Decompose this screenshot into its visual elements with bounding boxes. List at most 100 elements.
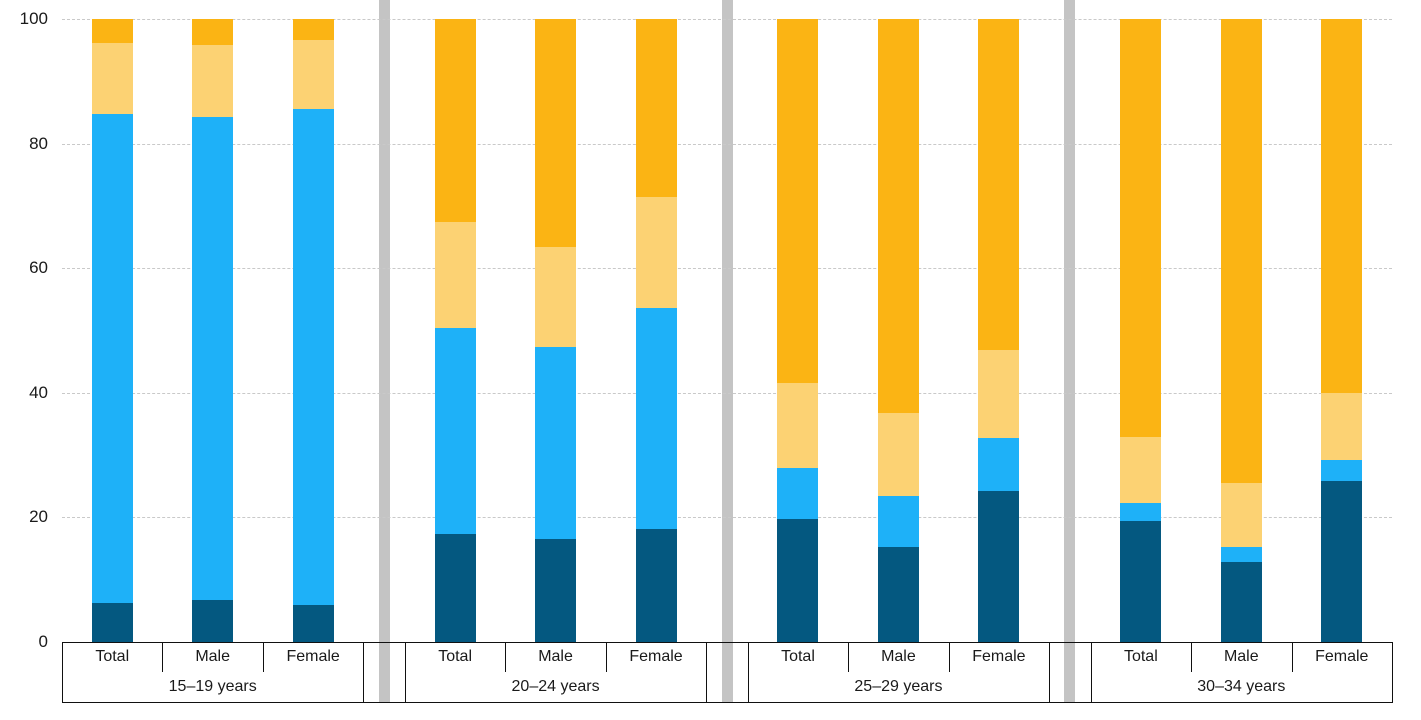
segment-1-dark-blue <box>192 600 234 642</box>
segment-3-light-orange <box>1120 437 1162 504</box>
segment-1-dark-blue <box>292 604 334 642</box>
segment-3-light-orange <box>192 45 234 117</box>
segment-2-light-blue <box>292 109 334 605</box>
segment-1-dark-blue <box>1321 481 1363 642</box>
table-border <box>747 642 749 702</box>
category-label: Female <box>629 648 683 665</box>
segment-1-dark-blue <box>1220 561 1262 642</box>
segment-4-orange <box>91 19 133 43</box>
category-label: Total <box>1123 648 1158 665</box>
category-label: Male <box>1223 648 1259 665</box>
group-separator <box>721 0 733 702</box>
table-border <box>62 642 63 702</box>
table-border <box>162 642 164 672</box>
category-label: Total <box>438 648 472 665</box>
bar <box>91 19 133 642</box>
gridline <box>62 143 1392 145</box>
segment-4-orange <box>877 19 919 414</box>
segment-2-light-blue <box>192 116 234 601</box>
segment-4-orange <box>635 19 677 198</box>
bar <box>635 19 677 642</box>
group-label: 25–29 years <box>854 678 943 695</box>
table-border <box>948 642 950 672</box>
segment-3-light-orange <box>434 222 476 329</box>
segment-3-light-orange <box>535 247 577 348</box>
y-tick-label: 0 <box>38 632 48 651</box>
segment-2-light-blue <box>434 328 476 535</box>
segment-1-dark-blue <box>91 603 133 642</box>
segment-3-light-orange <box>978 350 1020 439</box>
segment-2-light-blue <box>1321 460 1363 482</box>
category-label: Female <box>1315 648 1369 665</box>
table-border <box>363 642 365 702</box>
bar <box>434 19 476 642</box>
segment-4-orange <box>535 19 577 248</box>
table-border <box>1090 642 1092 702</box>
bar <box>777 19 819 642</box>
segment-1-dark-blue <box>877 547 919 642</box>
segment-1-dark-blue <box>978 490 1020 642</box>
segment-3-light-orange <box>1220 482 1262 547</box>
group-label: 15–19 years <box>168 678 257 695</box>
segment-2-light-blue <box>535 347 577 540</box>
table-border <box>1049 642 1051 702</box>
table-border <box>505 642 507 672</box>
bar <box>1220 19 1262 642</box>
group-label: 30–34 years <box>1197 678 1286 695</box>
bar <box>978 19 1020 642</box>
gridline <box>62 392 1392 394</box>
segment-3-light-orange <box>777 383 819 469</box>
category-label: Total <box>95 648 130 665</box>
segment-3-light-orange <box>91 42 133 115</box>
y-tick-label: 40 <box>29 382 48 402</box>
table-border <box>706 642 708 702</box>
group-separator <box>1064 0 1076 702</box>
category-label: Male <box>195 648 231 665</box>
x-axis-line <box>62 642 1393 643</box>
table-border <box>404 642 406 702</box>
y-tick-label: 20 <box>29 507 48 527</box>
table-border <box>605 642 607 672</box>
segment-2-light-blue <box>1220 546 1262 562</box>
segment-3-light-orange <box>1321 393 1363 461</box>
bar <box>1321 19 1363 642</box>
segment-2-light-blue <box>978 438 1020 491</box>
segment-2-light-blue <box>91 114 133 604</box>
bar <box>292 19 334 642</box>
segment-1-dark-blue <box>777 519 819 642</box>
table-border <box>1291 642 1293 672</box>
bar <box>535 19 577 642</box>
segment-4-orange <box>1120 19 1162 438</box>
segment-2-light-blue <box>877 496 919 548</box>
segment-1-dark-blue <box>535 539 577 642</box>
segment-2-light-blue <box>1120 503 1162 522</box>
table-border <box>1191 642 1193 672</box>
segment-1-dark-blue <box>1120 521 1162 642</box>
bar <box>1120 19 1162 642</box>
category-label: Total <box>781 648 815 665</box>
segment-4-orange <box>434 19 476 223</box>
y-tick-label: 100 <box>19 9 48 28</box>
segment-3-light-orange <box>292 40 334 110</box>
segment-1-dark-blue <box>434 534 476 642</box>
group-separator <box>378 0 390 702</box>
category-label: Male <box>881 648 916 665</box>
y-tick-label: 80 <box>29 133 48 153</box>
gridline <box>62 19 1392 20</box>
segment-2-light-blue <box>777 468 819 520</box>
segment-1-dark-blue <box>635 528 677 642</box>
table-border <box>848 642 850 672</box>
table-border <box>262 642 264 672</box>
segment-3-light-orange <box>877 413 919 497</box>
segment-4-orange <box>777 19 819 384</box>
segment-4-orange <box>192 19 234 46</box>
segment-4-orange <box>292 19 334 41</box>
group-label: 20–24 years <box>511 678 600 695</box>
gridline <box>62 517 1392 519</box>
table-border <box>1392 642 1393 702</box>
segment-4-orange <box>978 19 1020 351</box>
segment-4-orange <box>1321 19 1363 394</box>
category-table-bottom-border <box>62 702 1393 703</box>
y-tick-label: 60 <box>29 258 48 278</box>
